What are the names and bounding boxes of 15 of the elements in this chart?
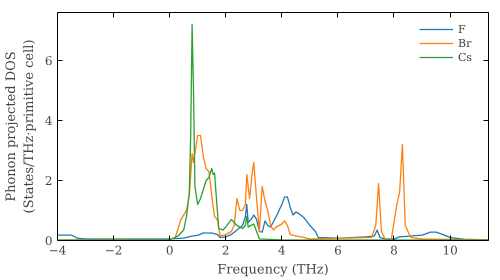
x-tick-label: 10: [442, 244, 458, 258]
x-tick-label: 2: [222, 244, 230, 258]
legend-label: F: [458, 22, 467, 36]
legend-label: Cs: [458, 50, 474, 64]
y-axis-title: Phonon projected DOS (States/THz·primitive cell): [4, 39, 37, 214]
y-tick-label: 2: [44, 174, 53, 188]
x-axis-title: Frequency (THz): [217, 262, 329, 278]
legend-label: Br: [458, 36, 472, 50]
x-tick-label: 4: [278, 244, 286, 258]
x-tick-label: 8: [390, 244, 398, 258]
x-tick-label: 0: [166, 244, 174, 258]
x-tick-label: 6: [334, 244, 342, 258]
x-tick-label: −2: [104, 244, 122, 258]
y-tick-label: 4: [44, 114, 53, 128]
y-tick-label: 6: [44, 54, 53, 68]
